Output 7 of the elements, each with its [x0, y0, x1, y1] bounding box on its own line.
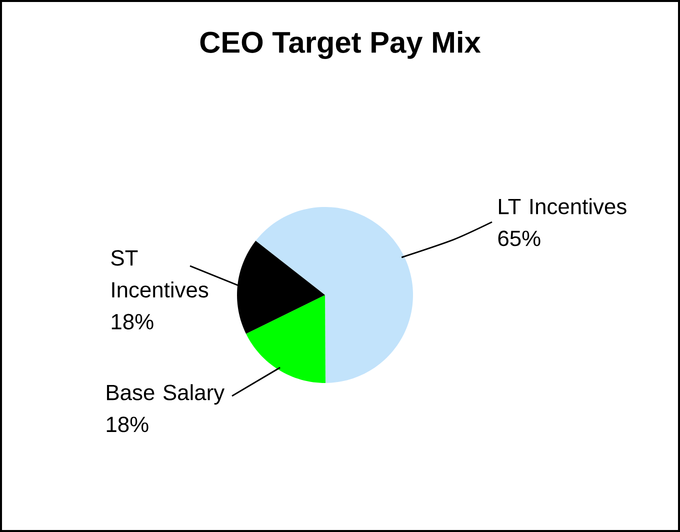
slice-label: Base Salary: [107, 384, 225, 405]
data-label: 65%: [498, 230, 540, 246]
data-label: 18%: [106, 416, 148, 432]
chart-title: CEO Target Pay Mix: [200, 30, 481, 59]
data-label: 18%: [112, 314, 154, 330]
slice-label: LT Incentives: [499, 198, 626, 214]
slice-label: ST Incentives: [111, 250, 208, 298]
